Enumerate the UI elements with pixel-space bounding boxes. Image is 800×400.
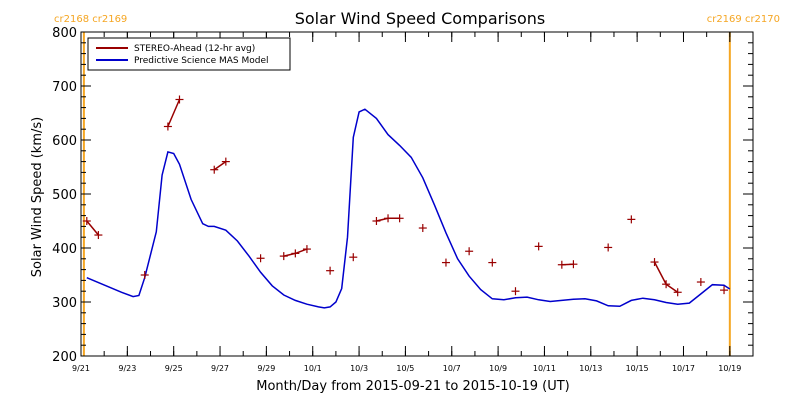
carrington-label: cr2169 cr2170 bbox=[707, 14, 780, 25]
data-point-marker bbox=[673, 288, 682, 297]
data-point-marker bbox=[627, 215, 636, 224]
data-point-marker bbox=[604, 243, 613, 252]
data-point-marker bbox=[82, 217, 91, 225]
carrington-label: cr2168 cr2169 bbox=[54, 14, 127, 25]
x-tick-label: 9/29 bbox=[257, 364, 275, 373]
chart-title: Solar Wind Speed Comparisons bbox=[295, 9, 546, 28]
data-point-marker bbox=[418, 224, 427, 233]
y-axis-label: Solar Wind Speed (km/s) bbox=[30, 117, 45, 277]
data-point-marker bbox=[163, 122, 172, 131]
y-tick-label: 800 bbox=[52, 26, 77, 41]
data-point-marker bbox=[662, 280, 671, 289]
data-point-marker bbox=[650, 258, 659, 267]
x-tick-label: 9/27 bbox=[211, 364, 229, 373]
data-point-marker bbox=[395, 214, 404, 223]
data-point-marker bbox=[279, 252, 288, 261]
data-point-marker bbox=[256, 254, 265, 263]
x-tick-label: 10/9 bbox=[489, 364, 507, 373]
y-tick-label: 700 bbox=[52, 80, 77, 95]
x-tick-label: 9/25 bbox=[165, 364, 183, 373]
x-tick-label: 9/21 bbox=[72, 364, 90, 373]
series-line-0 bbox=[213, 160, 227, 171]
data-point-marker bbox=[511, 287, 520, 296]
y-tick-label: 400 bbox=[52, 242, 77, 257]
data-point-marker bbox=[302, 245, 311, 254]
x-axis: 9/21 9/23 9/25 9/27 9/29 10/1 10/3 10/5 10/7 10/9… bbox=[72, 32, 754, 373]
data-point-marker bbox=[94, 231, 103, 240]
x-tick-label: 10/19 bbox=[718, 364, 741, 373]
data-point-marker bbox=[569, 260, 578, 269]
data-point-marker bbox=[488, 258, 497, 267]
plot-area-frame bbox=[80, 31, 754, 357]
legend-box bbox=[87, 37, 291, 71]
x-axis-label: Month/Day from 2015-09-21 to 2015-10-19 … bbox=[256, 379, 569, 394]
legend-entry-label: STEREO-Ahead (12-hr avg) bbox=[134, 44, 255, 54]
data-point-marker bbox=[720, 286, 729, 295]
data-point-marker bbox=[372, 217, 381, 225]
legend-entry-label: Predictive Science MAS Model bbox=[134, 56, 269, 66]
model-series bbox=[86, 108, 731, 309]
data-point-marker bbox=[534, 242, 543, 251]
observed-series bbox=[82, 95, 729, 297]
x-tick-label: 10/17 bbox=[672, 364, 695, 373]
data-point-marker bbox=[175, 95, 184, 104]
series-line-0 bbox=[86, 220, 99, 236]
data-point-marker bbox=[696, 278, 705, 287]
data-point-marker bbox=[326, 266, 335, 275]
x-tick-label: 10/11 bbox=[533, 364, 556, 373]
x-tick-label: 10/13 bbox=[579, 364, 602, 373]
series-line-0 bbox=[167, 99, 181, 127]
y-tick-label: 600 bbox=[52, 134, 77, 149]
y-axis: 200 300 400 500 600 700 800 bbox=[52, 26, 753, 365]
x-tick-label: 9/23 bbox=[118, 364, 136, 373]
data-point-marker bbox=[384, 214, 393, 223]
y-tick-label: 200 bbox=[52, 350, 77, 365]
data-point-marker bbox=[441, 258, 450, 267]
legend: STEREO-Ahead (12-hr avg) Predictive Scien… bbox=[87, 37, 291, 71]
data-point-marker bbox=[557, 260, 566, 269]
data-point-marker bbox=[291, 249, 300, 258]
x-tick-label: 10/3 bbox=[350, 364, 368, 373]
x-tick-label: 10/7 bbox=[443, 364, 461, 373]
x-tick-label: 10/1 bbox=[304, 364, 322, 373]
series-line-1 bbox=[86, 108, 731, 309]
data-point-marker bbox=[210, 165, 219, 174]
y-tick-label: 500 bbox=[52, 188, 77, 203]
x-tick-label: 10/5 bbox=[396, 364, 414, 373]
y-tick-label: 300 bbox=[52, 296, 77, 311]
data-point-marker bbox=[221, 157, 230, 166]
x-tick-label: 10/15 bbox=[626, 364, 649, 373]
data-point-marker bbox=[465, 247, 474, 256]
data-point-marker bbox=[349, 253, 358, 262]
data-point-marker bbox=[140, 271, 149, 279]
